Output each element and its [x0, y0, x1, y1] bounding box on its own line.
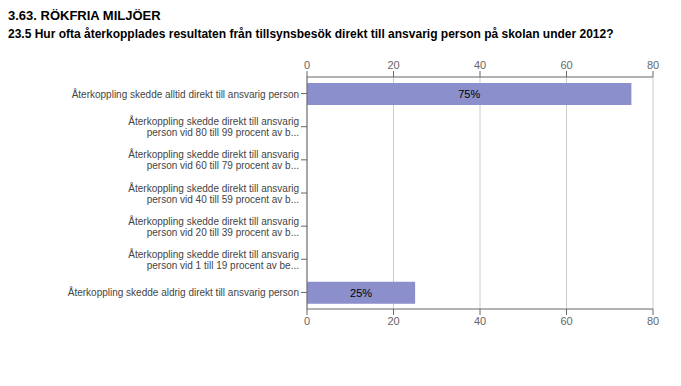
svg-text:40: 40 [474, 315, 486, 327]
svg-text:0: 0 [304, 59, 310, 71]
svg-text:Återkoppling skedde aldrig dir: Återkoppling skedde aldrig direkt till a… [68, 286, 299, 298]
svg-text:80: 80 [647, 59, 659, 71]
html-text:23.5 Hur ofta återkopplades re: 23.5 Hur ofta återkopplades resultaten f… [8, 27, 614, 41]
svg-text:Återkoppling skedde direkt til: Återkoppling skedde direkt till ansvarig… [128, 247, 299, 270]
svg-text:40: 40 [474, 59, 486, 71]
html-text:3.63. RÖKFRIA MILJÖER: 3.63. RÖKFRIA MILJÖER [8, 8, 161, 23]
svg-text:20: 20 [387, 59, 399, 71]
svg-text:60: 60 [560, 59, 572, 71]
svg-text:Återkoppling skedde direkt til: Återkoppling skedde direkt till ansvarig… [128, 181, 299, 204]
svg-text:60: 60 [560, 315, 572, 327]
svg-text:75%: 75% [458, 88, 480, 100]
svg-text:Återkoppling skedde alltid dir: Återkoppling skedde alltid direkt till a… [72, 87, 299, 99]
svg-text:Återkoppling skedde direkt til: Återkoppling skedde direkt till ansvarig… [128, 115, 299, 138]
svg-text:25%: 25% [350, 287, 372, 299]
svg-text:Återkoppling skedde direkt til: Återkoppling skedde direkt till ansvarig… [128, 148, 299, 171]
svg-text:80: 80 [647, 315, 659, 327]
svg-text:Återkoppling skedde direkt til: Återkoppling skedde direkt till ansvarig… [128, 214, 299, 237]
svg-text:0: 0 [304, 315, 310, 327]
svg-text:20: 20 [387, 315, 399, 327]
